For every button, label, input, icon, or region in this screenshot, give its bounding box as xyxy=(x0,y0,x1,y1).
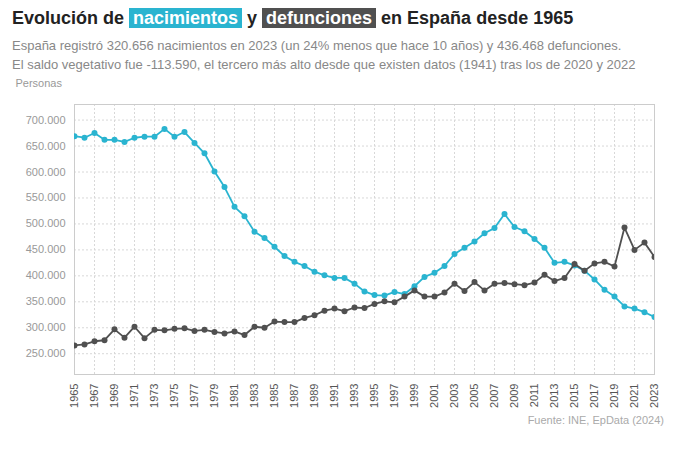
svg-text:250.000: 250.000 xyxy=(26,347,66,359)
svg-text:550.000: 550.000 xyxy=(26,191,66,203)
svg-text:2009: 2009 xyxy=(508,384,520,408)
svg-text:2017: 2017 xyxy=(588,384,600,408)
svg-text:1971: 1971 xyxy=(128,384,140,408)
svg-text:Personas: Personas xyxy=(16,77,63,89)
svg-text:350.000: 350.000 xyxy=(26,295,66,307)
svg-text:500.000: 500.000 xyxy=(26,217,66,229)
svg-text:2007: 2007 xyxy=(488,384,500,408)
svg-text:2001: 2001 xyxy=(428,384,440,408)
svg-text:600.000: 600.000 xyxy=(26,166,66,178)
svg-text:1995: 1995 xyxy=(368,384,380,408)
svg-text:1987: 1987 xyxy=(288,384,300,408)
svg-text:1993: 1993 xyxy=(348,384,360,408)
svg-text:1997: 1997 xyxy=(388,384,400,408)
svg-text:1973: 1973 xyxy=(148,384,160,408)
svg-text:650.000: 650.000 xyxy=(26,140,66,152)
svg-text:1979: 1979 xyxy=(208,384,220,408)
svg-text:1975: 1975 xyxy=(168,384,180,408)
svg-text:1969: 1969 xyxy=(108,384,120,408)
svg-text:1981: 1981 xyxy=(228,384,240,408)
html-text:El saldo vegetativo fue -113.5: El saldo vegetativo fue -113.590, el ter… xyxy=(12,57,636,72)
svg-text:2005: 2005 xyxy=(468,384,480,408)
svg-text:2021: 2021 xyxy=(628,384,640,408)
svg-text:1989: 1989 xyxy=(308,384,320,408)
svg-text:1991: 1991 xyxy=(328,384,340,408)
svg-text:2011: 2011 xyxy=(528,384,540,408)
svg-text:1985: 1985 xyxy=(268,384,280,408)
svg-text:2003: 2003 xyxy=(448,384,460,408)
svg-text:2015: 2015 xyxy=(568,384,580,408)
svg-text:2023: 2023 xyxy=(648,384,660,408)
svg-text:1983: 1983 xyxy=(248,384,260,408)
svg-text:2013: 2013 xyxy=(548,384,560,408)
html-text:España registró 320.656 nacimi: España registró 320.656 nacimientos en 2… xyxy=(12,38,622,53)
svg-text:300.000: 300.000 xyxy=(26,321,66,333)
svg-text:700.000: 700.000 xyxy=(26,114,66,126)
svg-text:1967: 1967 xyxy=(88,384,100,408)
svg-text:1977: 1977 xyxy=(188,384,200,408)
svg-text:400.000: 400.000 xyxy=(26,269,66,281)
svg-text:1965: 1965 xyxy=(68,384,80,408)
svg-text:1999: 1999 xyxy=(408,384,420,408)
html-text:Fuente: INE, EpData (2024): Fuente: INE, EpData (2024) xyxy=(527,414,664,426)
html-text:Evolución de nacimientos y def: Evolución de nacimientos y defunciones e… xyxy=(12,8,574,28)
svg-text:2019: 2019 xyxy=(608,384,620,408)
svg-text:450.000: 450.000 xyxy=(26,243,66,255)
